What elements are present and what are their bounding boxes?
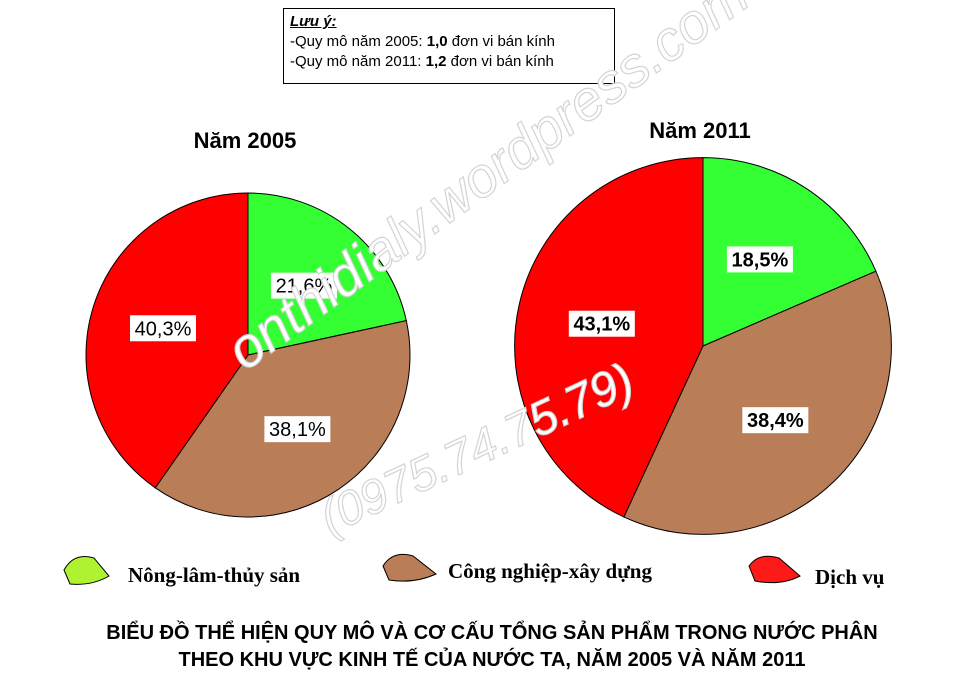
legend-swatch-services — [748, 555, 801, 584]
chart-title-line-2: THEO KHU VỰC KINH TẾ CỦA NƯỚC TA, NĂM 20… — [178, 647, 805, 671]
chart-title-line-1: BIỂU ĐỒ THỂ HIỆN QUY MÔ VÀ CƠ CẤU TỔNG S… — [106, 620, 877, 644]
pie-2011-label-bg-2 — [568, 310, 635, 337]
note-line-2011: -Quy mô năm 2011: 1,2 đơn vi bán kính — [290, 53, 554, 70]
legend-swatch-agriculture — [63, 556, 110, 585]
pie-2011-slice-1 — [623, 270, 892, 535]
pie-2011-slice-2 — [514, 157, 704, 518]
pie-2005-label-2: 40,3% — [135, 318, 192, 340]
note-title: Lưu ý: — [290, 13, 337, 30]
legend-item-agriculture: Nông-lâm-thủy sản — [63, 556, 300, 587]
legend-item-industry: Công nghiệp-xây dựng — [382, 553, 652, 583]
legend-item-services: Dịch vụ — [748, 555, 885, 589]
pie-2011-label-bg-0 — [726, 246, 793, 273]
pie-2005-label-0: 21,6% — [276, 276, 333, 298]
legend-label-agriculture: Nông-lâm-thủy sản — [128, 563, 300, 587]
pie-2005-label-bg-1 — [264, 416, 331, 443]
legend-label-industry: Công nghiệp-xây dựng — [448, 559, 652, 583]
legend-label-services: Dịch vụ — [815, 565, 885, 589]
note-line-2005: -Quy mô năm 2005: 1,0 đơn vi bán kính — [290, 33, 555, 50]
legend: Nông-lâm-thủy sản Công nghiệp-xây dựng D… — [63, 553, 885, 589]
pie-2005-label-bg-0 — [270, 272, 337, 299]
pies-group: 21,6% 38,1% 40,3% 18,5% 38,4% 43,1% — [85, 157, 892, 535]
pie-title-2005: Năm 2005 — [194, 128, 297, 153]
pie-2011-label-1: 38,4% — [747, 410, 804, 432]
pie-title-2011: Năm 2011 — [649, 118, 751, 143]
legend-swatch-industry — [382, 553, 437, 582]
pie-2005-label-bg-2 — [130, 315, 197, 342]
note-box: Lưu ý: -Quy mô năm 2005: 1,0 đơn vi bán … — [283, 8, 615, 84]
pie-2011-label-2: 43,1% — [573, 314, 630, 336]
pie-2011-label-bg-1 — [742, 407, 809, 434]
pie-2005-label-1: 38,1% — [269, 419, 326, 441]
pie-2011-label-0: 18,5% — [732, 249, 789, 271]
